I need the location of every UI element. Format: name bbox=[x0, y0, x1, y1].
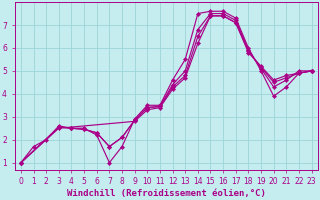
X-axis label: Windchill (Refroidissement éolien,°C): Windchill (Refroidissement éolien,°C) bbox=[67, 189, 266, 198]
